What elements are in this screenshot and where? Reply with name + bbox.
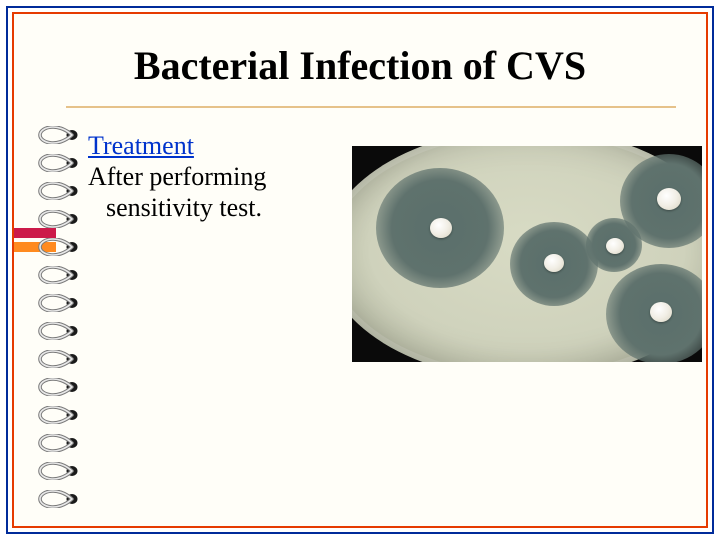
body-line-2: sensitivity test.: [88, 193, 262, 222]
title-underline: [66, 106, 676, 108]
spiral-ring: [38, 490, 82, 508]
spiral-ring: [38, 350, 82, 368]
spiral-binding: [38, 14, 82, 526]
body-line-1: After performing: [88, 162, 266, 191]
left-accent: [14, 228, 56, 256]
spiral-ring: [38, 266, 82, 284]
spiral-ring: [38, 378, 82, 396]
slide-title: Bacterial Infection of CVS: [14, 42, 706, 89]
slide-surface: Bacterial Infection of CVS Treatment Aft…: [14, 14, 706, 526]
spiral-ring: [38, 182, 82, 200]
antibiotic-disc: [657, 188, 681, 210]
spiral-ring: [38, 126, 82, 144]
sensitivity-photo: [352, 146, 702, 362]
antibiotic-disc: [606, 238, 624, 254]
body-text: Treatment After performing sensitivity t…: [88, 130, 348, 224]
body-subheading: Treatment: [88, 131, 194, 160]
antibiotic-disc: [430, 218, 452, 238]
accent-bar-orange: [14, 242, 56, 252]
spiral-ring: [38, 322, 82, 340]
antibiotic-disc: [650, 302, 672, 322]
spiral-ring: [38, 406, 82, 424]
spiral-ring: [38, 154, 82, 172]
spiral-ring: [38, 210, 82, 228]
accent-bar-red: [14, 228, 56, 238]
spiral-ring: [38, 434, 82, 452]
antibiotic-disc: [544, 254, 564, 272]
spiral-ring: [38, 462, 82, 480]
photo-clip: [352, 146, 702, 362]
spiral-ring: [38, 294, 82, 312]
